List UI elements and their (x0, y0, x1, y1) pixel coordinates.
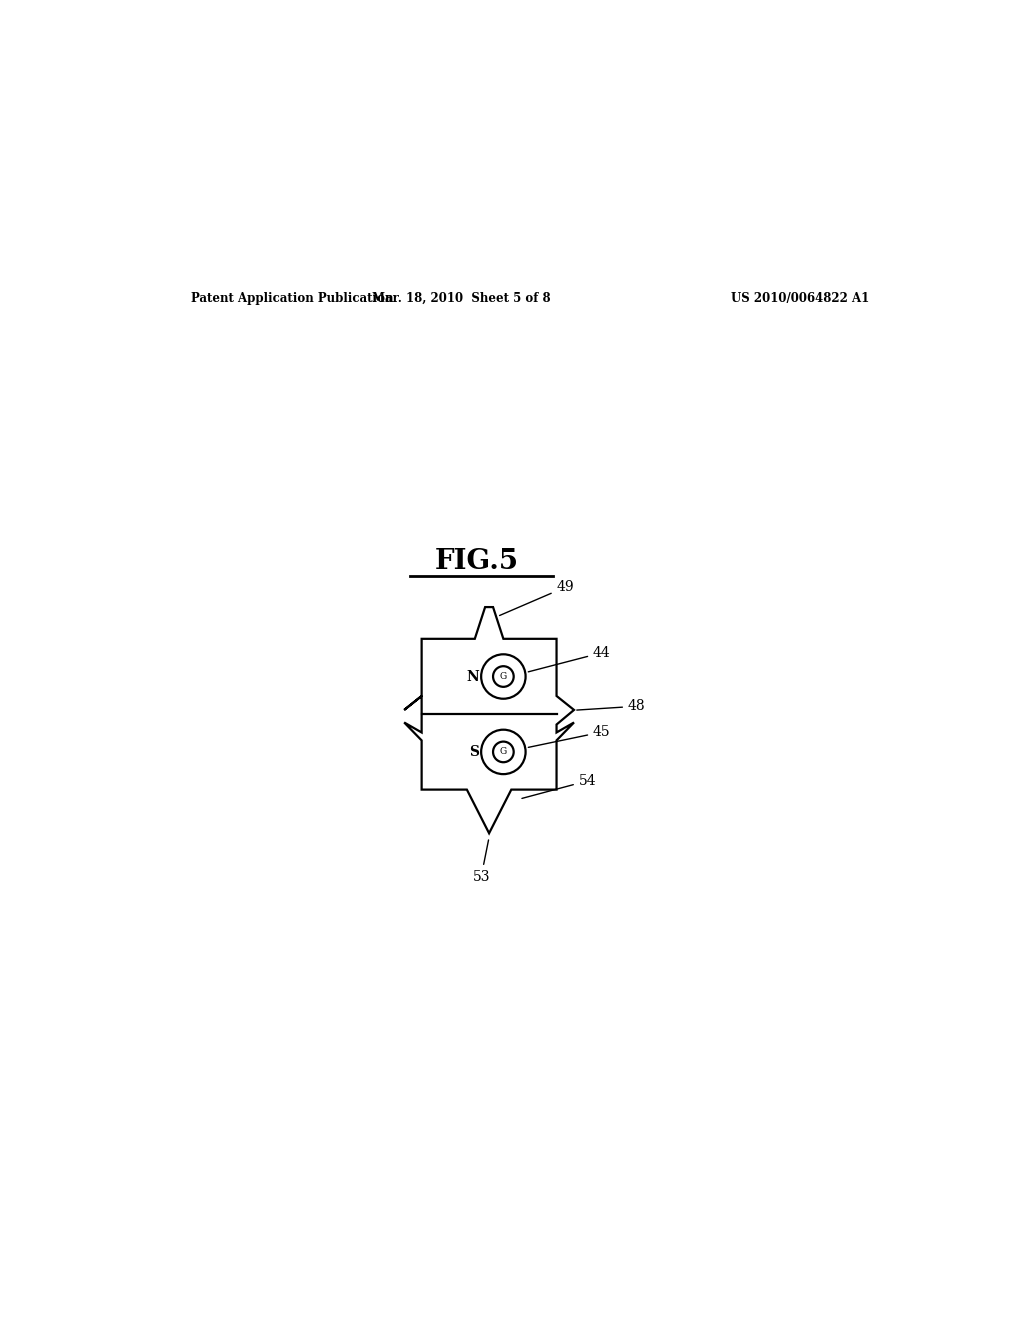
Text: N: N (466, 669, 479, 684)
Text: 45: 45 (528, 725, 610, 747)
Text: 54: 54 (522, 774, 596, 799)
Text: S: S (469, 744, 479, 759)
Text: G: G (500, 747, 507, 756)
Text: FIG.5: FIG.5 (435, 548, 519, 576)
Text: 48: 48 (577, 700, 645, 713)
Text: 44: 44 (528, 645, 610, 672)
Text: Patent Application Publication: Patent Application Publication (191, 292, 394, 305)
Text: 49: 49 (500, 581, 574, 615)
Text: US 2010/0064822 A1: US 2010/0064822 A1 (731, 292, 869, 305)
Text: Mar. 18, 2010  Sheet 5 of 8: Mar. 18, 2010 Sheet 5 of 8 (372, 292, 551, 305)
Text: 53: 53 (472, 840, 489, 884)
Text: G: G (500, 672, 507, 681)
